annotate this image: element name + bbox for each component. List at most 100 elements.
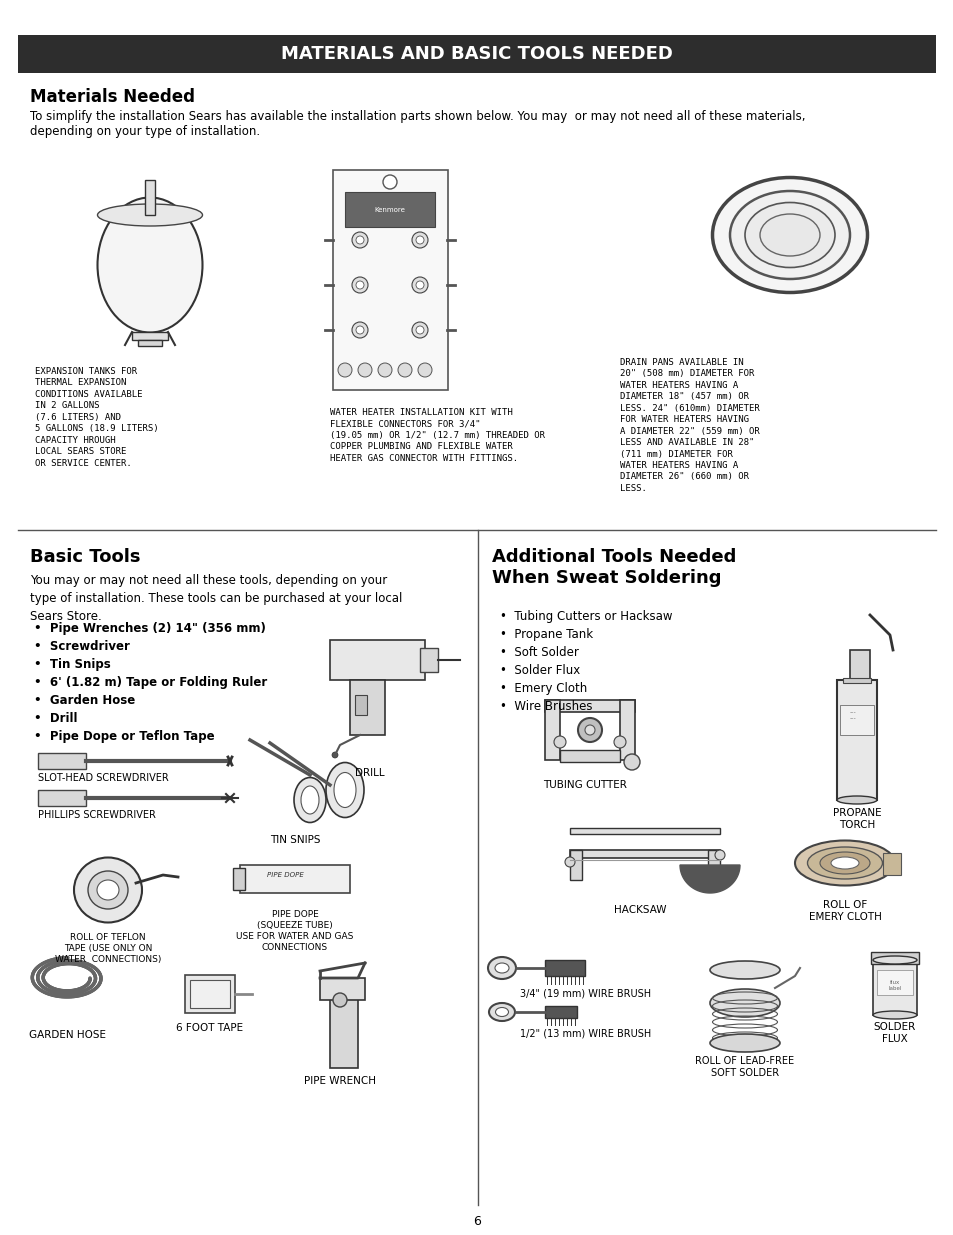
Ellipse shape [729,191,849,279]
Text: Additional Tools Needed
When Sweat Soldering: Additional Tools Needed When Sweat Solde… [492,548,736,587]
Ellipse shape [74,857,142,923]
Ellipse shape [709,961,780,979]
Circle shape [332,752,337,758]
Text: WATER HEATER INSTALLATION KIT WITH
FLEXIBLE CONNECTORS FOR 3/4"
(19.05 mm) OR 1/: WATER HEATER INSTALLATION KIT WITH FLEXI… [330,408,544,463]
Text: •  Garden Hose: • Garden Hose [34,694,135,706]
Bar [849,650,869,680]
Circle shape [417,363,432,377]
Circle shape [412,322,428,338]
Circle shape [416,282,423,289]
Bar [240,864,350,893]
Text: 1/2" (13 mm) WIRE BRUSH: 1/2" (13 mm) WIRE BRUSH [519,1029,651,1039]
Ellipse shape [294,778,326,823]
Ellipse shape [334,773,355,808]
Text: •  Tubing Cutters or Hacksaw: • Tubing Cutters or Hacksaw [499,610,672,622]
Bar [350,680,385,735]
Ellipse shape [872,956,916,965]
Text: •  Screwdriver: • Screwdriver [34,640,130,653]
Text: •  Pipe Dope or Teflon Tape: • Pipe Dope or Teflon Tape [34,730,214,743]
Text: DRILL: DRILL [355,768,384,778]
Bar [419,648,437,672]
Circle shape [377,363,392,377]
Ellipse shape [794,841,894,885]
Circle shape [578,718,601,742]
Circle shape [554,736,565,748]
Ellipse shape [301,785,318,814]
Text: Kenmore: Kenmore [375,207,405,212]
Bar [18,35,935,73]
Ellipse shape [495,1008,508,1016]
Text: MATERIALS AND BASIC TOOLS NEEDED: MATERIALS AND BASIC TOOLS NEEDED [281,44,672,63]
Text: •  Propane Tank: • Propane Tank [499,629,593,641]
Bar [333,170,448,390]
Bar [544,960,584,976]
Text: •  Tin Snips: • Tin Snips [34,658,111,671]
Ellipse shape [872,1011,916,1019]
Circle shape [584,725,595,735]
Text: ---
---: --- --- [849,710,856,721]
Text: You may or may not need all these tools, depending on your
type of installation.: You may or may not need all these tools,… [30,574,402,622]
Circle shape [412,232,428,248]
Bar [345,191,435,227]
Polygon shape [679,864,740,893]
Bar [882,853,900,876]
Text: •  Pipe Wrenches (2) 14" (356 mm): • Pipe Wrenches (2) 14" (356 mm) [34,622,266,635]
Circle shape [337,363,352,377]
Text: •  Emery Cloth: • Emery Cloth [499,682,587,695]
Ellipse shape [97,881,119,900]
Circle shape [357,363,372,377]
Circle shape [355,326,364,333]
Ellipse shape [836,797,876,804]
Bar [836,680,876,800]
Ellipse shape [709,1034,780,1052]
Bar [842,678,870,683]
Ellipse shape [97,198,202,332]
Circle shape [416,326,423,333]
Bar [319,978,365,1000]
Ellipse shape [709,989,780,1016]
Bar [330,640,424,680]
Text: To simplify the installation Sears has available the installation parts shown be: To simplify the installation Sears has a… [30,110,804,138]
Text: EXPANSION TANKS FOR
THERMAL EXPANSION
CONDITIONS AVAILABLE
IN 2 GALLONS
(7.6 LIT: EXPANSION TANKS FOR THERMAL EXPANSION CO… [35,367,158,468]
Bar [559,750,619,762]
Bar [544,1007,577,1018]
Bar [38,790,86,806]
Text: •  Solder Flux: • Solder Flux [499,664,579,677]
Bar [876,969,912,995]
Text: flux
label: flux label [887,981,901,990]
Circle shape [397,363,412,377]
Text: 3/4" (19 mm) WIRE BRUSH: 3/4" (19 mm) WIRE BRUSH [519,988,651,998]
Ellipse shape [97,204,202,226]
Text: SLOT-HEAD SCREWDRIVER: SLOT-HEAD SCREWDRIVER [38,773,169,783]
Text: SOLDER
FLUX: SOLDER FLUX [873,1023,915,1044]
Text: ROLL OF LEAD-FREE
SOFT SOLDER: ROLL OF LEAD-FREE SOFT SOLDER [695,1056,794,1078]
Bar [544,700,635,713]
Text: PIPE DOPE: PIPE DOPE [266,872,303,878]
Bar [132,332,168,340]
Text: PHILLIPS SCREWDRIVER: PHILLIPS SCREWDRIVER [38,810,155,820]
Bar [569,850,720,858]
Ellipse shape [830,857,858,869]
Text: GARDEN HOSE: GARDEN HOSE [30,1030,107,1040]
Ellipse shape [326,762,364,818]
Text: PROPANE
TORCH: PROPANE TORCH [832,808,881,830]
Bar [569,850,581,881]
Text: TUBING CUTTER: TUBING CUTTER [542,781,626,790]
Text: Materials Needed: Materials Needed [30,88,194,106]
Bar [870,952,918,965]
Bar [544,700,559,760]
Bar [707,850,720,872]
Text: ROLL OF
EMERY CLOTH: ROLL OF EMERY CLOTH [808,900,881,921]
Bar [840,705,873,735]
Circle shape [352,232,368,248]
Ellipse shape [820,852,869,874]
Circle shape [614,736,625,748]
Text: Basic Tools: Basic Tools [30,548,140,566]
Ellipse shape [806,847,882,879]
Circle shape [352,322,368,338]
Text: 6: 6 [473,1215,480,1228]
Bar [145,180,154,215]
Circle shape [416,236,423,245]
Bar [872,960,916,1015]
Text: ROLL OF TEFLON
TAPE (USE ONLY ON
WATER  CONNECTIONS): ROLL OF TEFLON TAPE (USE ONLY ON WATER C… [54,932,161,965]
